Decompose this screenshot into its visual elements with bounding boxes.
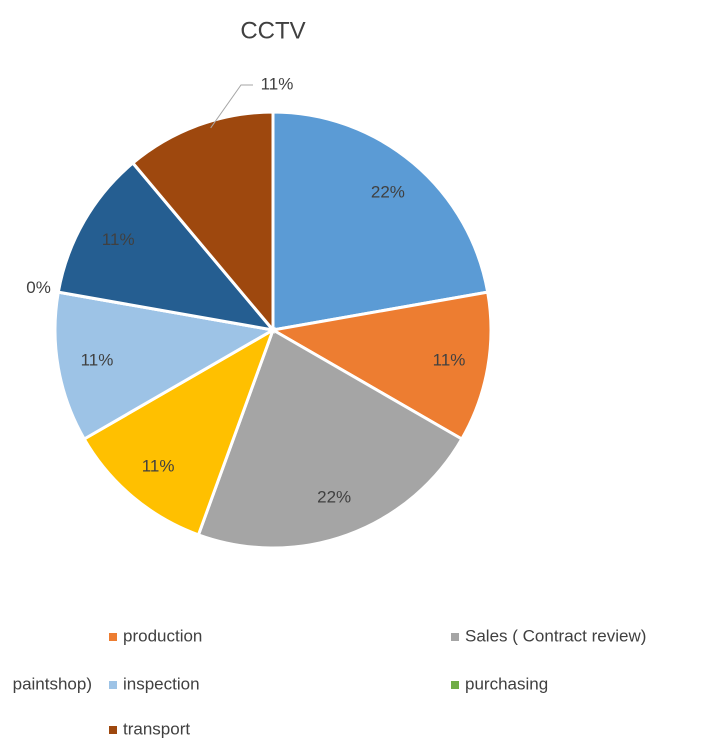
pie-slice [82,326,276,537]
legend-marker [451,681,459,689]
chart-title: CCTV [240,17,305,44]
pie-slice [53,290,278,442]
data-label: 11% [102,230,135,249]
data-label: 22% [371,183,405,202]
legend-label: purchasing [465,674,548,693]
pie-slice [268,290,493,442]
data-label: 11% [433,351,466,370]
data-label: 0% [26,278,51,297]
leader-line [210,84,253,129]
legend-label: production [123,626,202,645]
legend-label: paintshop) [13,674,92,693]
data-label: 22% [317,487,351,506]
data-label: 11% [142,456,175,475]
pie-slice [56,160,277,333]
legend-marker [451,633,459,641]
data-label: 11% [261,74,294,93]
pie-slice [130,110,275,335]
legend-marker [109,681,117,689]
legend-label: transport [123,719,190,738]
data-label: 11% [81,351,114,370]
legend-label: inspection [123,674,200,693]
legend-label: Sales ( Contract review) [465,626,646,645]
legend-marker [109,726,117,734]
pie-slice [271,110,490,332]
legend-marker [109,633,117,641]
pie-slice [196,327,464,550]
